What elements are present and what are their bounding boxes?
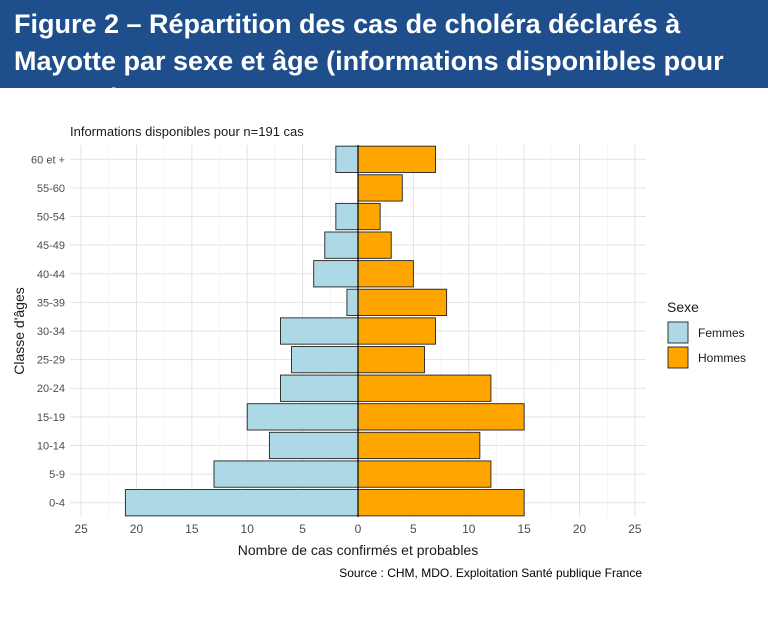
legend-label-femmes: Femmes [698, 326, 745, 340]
bar-hommes-20-24 [357, 374, 492, 402]
x-tick-label: 15 [185, 522, 199, 536]
chart-subtitle: Informations disponibles pour n=191 cas [70, 124, 304, 139]
bar-femmes-50-54 [335, 202, 359, 231]
bar-femmes-20-24 [280, 374, 359, 402]
x-tick-label: 10 [462, 522, 476, 536]
bar-femmes-10-14 [268, 431, 359, 460]
x-tick-label: 5 [299, 522, 306, 536]
bar-hommes-40-44 [357, 260, 414, 288]
bar-femmes-45-49 [324, 231, 359, 259]
y-tick-label: 25-29 [37, 355, 65, 367]
bar-femmes-25-29 [291, 346, 359, 374]
bar-femmes-40-44 [313, 260, 359, 288]
y-tick-label: 5-9 [49, 469, 65, 481]
x-tick-label: 5 [410, 522, 417, 536]
y-tick-label: 55-60 [37, 183, 65, 195]
bar-hommes-10-14 [357, 431, 481, 460]
bar-femmes-35-39 [346, 288, 359, 316]
x-tick-label: 15 [517, 522, 531, 536]
bar-hommes-50-54 [357, 202, 381, 231]
y-tick-label: 30-34 [37, 326, 65, 338]
bar-hommes-25-29 [357, 346, 425, 374]
bar-hommes-0-4 [357, 489, 525, 517]
bar-femmes-30-34 [280, 317, 359, 345]
x-tick-label: 20 [573, 522, 587, 536]
legend-swatch-hommes [667, 346, 689, 369]
x-tick-label: 0 [355, 522, 362, 536]
bar-femmes-5-9 [213, 460, 359, 488]
y-tick-label: 10-14 [37, 440, 65, 452]
y-tick-label: 35-39 [37, 297, 65, 309]
legend-title: Sexe [667, 299, 699, 315]
y-tick-label: 45-49 [37, 240, 65, 252]
bar-femmes-60 et + [335, 145, 359, 173]
y-tick-label: 0-4 [49, 498, 65, 510]
y-axis-title: Classe d'âges [11, 287, 27, 375]
bar-hommes-35-39 [357, 288, 448, 316]
x-tick-label: 20 [130, 522, 144, 536]
bar-hommes-15-19 [357, 403, 525, 431]
bar-hommes-5-9 [357, 460, 492, 488]
bar-hommes-60 et + [357, 145, 436, 173]
title-banner: Figure 2 – Répartition des cas de cholér… [0, 0, 768, 113]
y-tick-label: 15-19 [37, 412, 65, 424]
bar-hommes-30-34 [357, 317, 436, 345]
legend-label-hommes: Hommes [698, 351, 746, 365]
bar-hommes-45-49 [357, 231, 392, 259]
y-tick-label: 50-54 [37, 212, 65, 224]
x-tick-label: 25 [74, 522, 88, 536]
y-tick-label: 60 et + [31, 154, 65, 166]
figure-title: Figure 2 – Répartition des cas de cholér… [14, 9, 724, 113]
legend-swatch-femmes [667, 321, 689, 344]
source-note: Source : CHM, MDO. Exploitation Santé pu… [339, 566, 642, 580]
y-tick-label: 40-44 [37, 269, 65, 281]
x-tick-label: 25 [628, 522, 642, 536]
y-tick-label: 20-24 [37, 383, 65, 395]
bar-femmes-15-19 [246, 403, 359, 431]
bar-femmes-0-4 [124, 489, 359, 517]
x-axis-title: Nombre de cas confirmés et probables [238, 542, 478, 558]
x-tick-label: 10 [241, 522, 255, 536]
bar-hommes-55-60 [357, 174, 403, 202]
